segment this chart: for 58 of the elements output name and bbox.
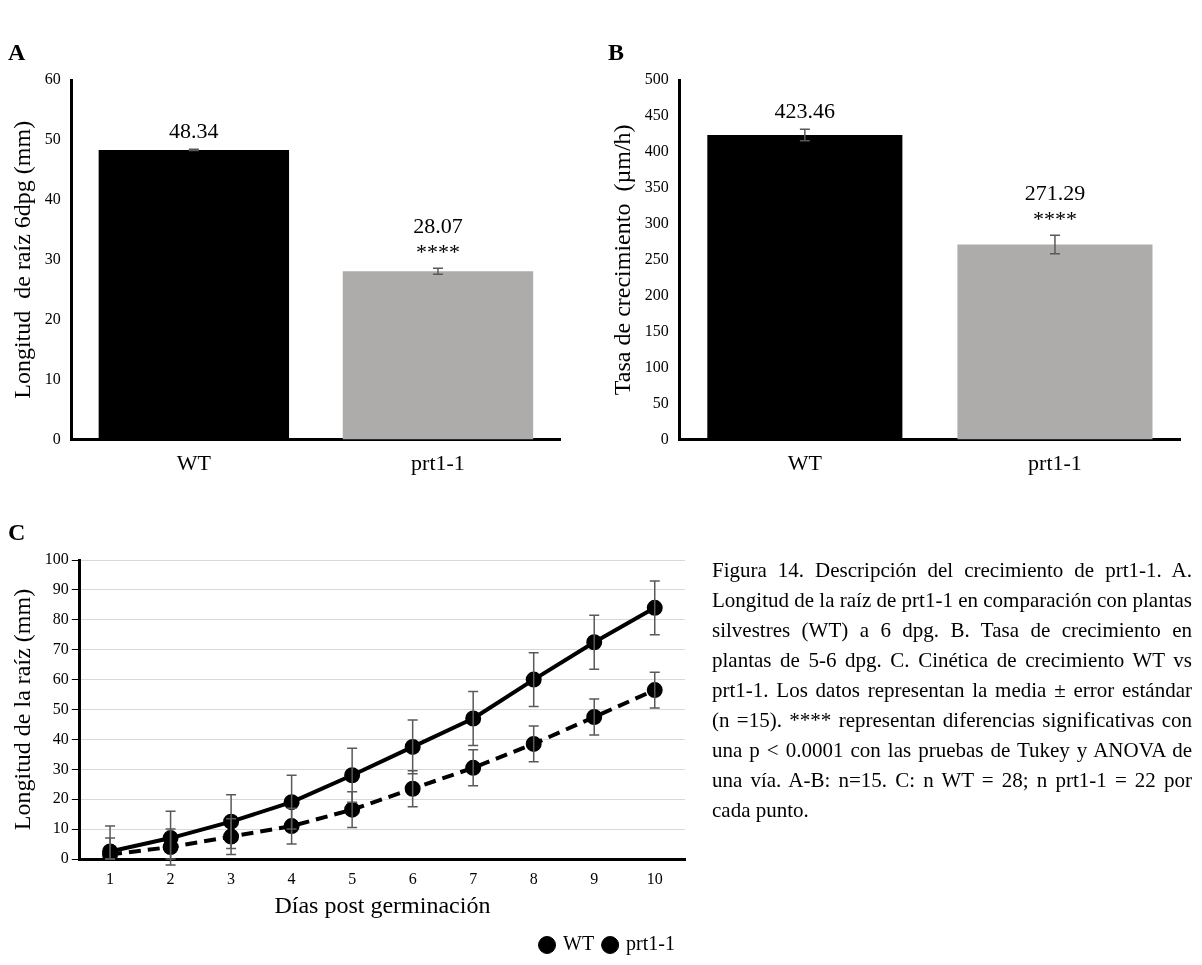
x-tick-label: 8 [529, 869, 538, 887]
x-axis-title: Días post germinación [274, 891, 491, 918]
y-tick-label: 400 [644, 142, 669, 160]
x-tick-label: WT [176, 449, 212, 475]
legend-label: prt1-1 [626, 932, 676, 956]
x-tick-label: 3 [227, 869, 236, 887]
x-tick-label: WT [787, 449, 823, 475]
data-label: 271.29 [1024, 179, 1086, 205]
y-tick-label: 450 [644, 106, 669, 124]
y-tick-label: 0 [60, 849, 69, 867]
y-tick-label: 100 [44, 550, 69, 568]
data-label: 28.07 [413, 213, 463, 239]
y-tick-label: 500 [644, 70, 669, 88]
x-tick-label: 4 [287, 869, 296, 887]
x-tick-label: 9 [590, 869, 599, 887]
chart-title: C [8, 519, 26, 546]
y-tick-label: 0 [660, 429, 669, 447]
y-tick-label: 40 [52, 729, 69, 747]
y-tick-label: 350 [644, 178, 669, 196]
text: Figura 14. Descripción del crecimiento de prt1-1. A. Longitud de la raíz de prt1-1 en comparación con plantas silvestres (WT) a 6 dpg. B. Tasa de crecimiento en plantas de 5-6 dpg. C. Cinética de crecimiento WT vs prt1-1. Los datos representan la media ± error estándar (n =15). **** representan diferencias significativas con una p < 0.0001 con las pruebas de Tukey y ANOVA de una vía. A-B: n=15. C: n WT = 28; n prt1-1 = 22 por cada punto. [712, 558, 1192, 822]
x-tick-label: 1 [106, 869, 115, 887]
y-axis-title: Longitud de raíz 6dpg (mm) [8, 120, 35, 399]
y-tick-label: 50 [652, 393, 669, 411]
y-tick-label: 60 [44, 70, 61, 88]
x-tick-label: prt1-1 [1028, 449, 1082, 475]
data-label: 423.46 [774, 98, 836, 124]
y-tick-label: 50 [44, 130, 61, 148]
data-label: 48.34 [169, 118, 219, 144]
x-tick-label: 5 [348, 869, 357, 887]
y-tick-label: 30 [52, 759, 69, 777]
x-tick-label: 6 [408, 869, 417, 887]
annotation: **** [1032, 205, 1077, 231]
y-tick-label: 20 [44, 309, 61, 327]
y-tick-label: 300 [644, 214, 669, 232]
y-tick-label: 80 [52, 610, 69, 627]
y-tick-label: 100 [644, 357, 669, 375]
y-tick-label: 20 [52, 789, 69, 807]
y-tick-label: 50 [52, 699, 69, 717]
x-tick-label: 7 [469, 869, 478, 887]
y-tick-label: 250 [644, 250, 669, 267]
y-axis-title: Longitud de la raíz (mm) [8, 588, 35, 831]
y-tick-label: 40 [44, 190, 61, 208]
chart-title: A [8, 39, 26, 66]
x-tick-label: 2 [166, 869, 175, 887]
y-tick-label: 60 [52, 669, 69, 687]
y-tick-label: 150 [644, 321, 669, 339]
chart-title: B [608, 39, 625, 66]
y-tick-label: 90 [52, 580, 69, 598]
y-tick-label: 30 [44, 250, 61, 267]
y-tick-label: 200 [644, 285, 669, 303]
legend-label: WT [563, 932, 595, 955]
annotation: **** [415, 239, 460, 265]
y-tick-label: 10 [44, 369, 61, 387]
x-tick-label: prt1-1 [411, 449, 465, 475]
y-tick-label: 70 [52, 639, 69, 657]
y-tick-label: 10 [52, 819, 69, 837]
y-tick-label: 0 [52, 429, 61, 447]
y-axis-title: Tasa de crecimiento (µm/h) [608, 124, 635, 396]
